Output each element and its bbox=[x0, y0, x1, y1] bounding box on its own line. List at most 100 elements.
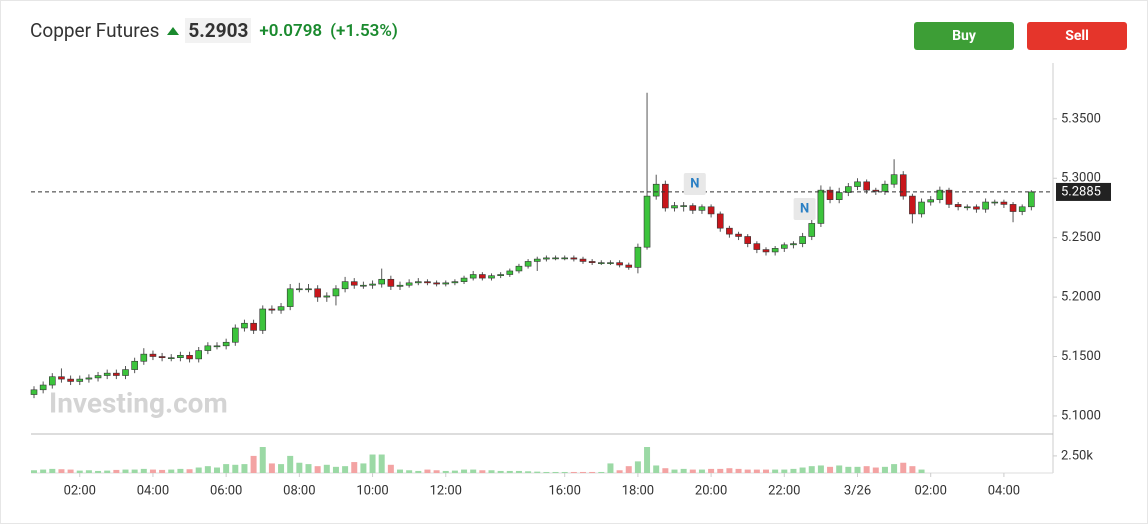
candle-body bbox=[250, 322, 257, 331]
volume-bar bbox=[735, 468, 742, 473]
candle-body bbox=[918, 201, 925, 215]
candle-body bbox=[378, 278, 386, 285]
candle-body bbox=[680, 205, 687, 207]
volume-bar bbox=[909, 466, 916, 473]
candle-body bbox=[222, 341, 230, 347]
volume-bar bbox=[397, 469, 403, 473]
y-tick-label: 5.3000 bbox=[1061, 171, 1101, 186]
candle-body bbox=[726, 227, 733, 235]
volume-bar bbox=[671, 469, 678, 473]
candle-body bbox=[597, 262, 605, 264]
candle-body bbox=[845, 186, 852, 193]
volume-bar bbox=[31, 470, 37, 473]
x-tick-label: 02:00 bbox=[64, 483, 96, 498]
volume-bar bbox=[204, 466, 211, 473]
volume-bar bbox=[369, 454, 376, 473]
candle-body bbox=[753, 243, 761, 250]
candle-body bbox=[945, 189, 953, 205]
watermark: Investing.com bbox=[49, 386, 228, 419]
volume-bar bbox=[442, 470, 449, 473]
news-marker-label: N bbox=[800, 201, 809, 216]
volume-bar bbox=[296, 462, 303, 473]
volume-bar bbox=[570, 471, 577, 473]
volume-bar bbox=[149, 469, 156, 473]
price: 5.2903 bbox=[185, 18, 252, 43]
volume-bar bbox=[342, 466, 349, 473]
x-tick-label: 12:00 bbox=[430, 483, 462, 498]
candle-body bbox=[515, 265, 523, 272]
volume-bar bbox=[827, 466, 834, 473]
candle-body bbox=[643, 195, 651, 248]
candle-body bbox=[405, 282, 413, 286]
volume-bar bbox=[561, 471, 568, 473]
volume-bar bbox=[360, 463, 367, 473]
volume-bar bbox=[287, 455, 294, 473]
volume-bar bbox=[424, 469, 431, 473]
x-tick-label: 20:00 bbox=[695, 483, 727, 498]
volume-bar bbox=[85, 470, 92, 473]
candle-body bbox=[579, 258, 587, 262]
volume-bar bbox=[95, 470, 102, 473]
volume-bar bbox=[534, 471, 541, 473]
volume-bar bbox=[305, 464, 312, 473]
candle-body bbox=[735, 233, 742, 237]
candle-body bbox=[616, 262, 623, 266]
x-tick-label: 04:00 bbox=[988, 483, 1020, 498]
sell-button[interactable]: Sell bbox=[1027, 22, 1127, 50]
volume-bar bbox=[772, 469, 779, 473]
candle-body bbox=[67, 378, 74, 382]
volume-bar bbox=[186, 469, 193, 473]
volume-bar bbox=[104, 470, 111, 473]
volume-bar bbox=[616, 470, 623, 473]
volume-bar bbox=[250, 455, 257, 473]
candle-body bbox=[369, 283, 376, 286]
volume-bar bbox=[67, 469, 74, 473]
candle-body bbox=[58, 376, 65, 380]
candle-body bbox=[543, 257, 550, 260]
candle-body bbox=[94, 375, 102, 379]
candle-body bbox=[881, 183, 889, 192]
volume-bar bbox=[918, 469, 925, 473]
volume-bar bbox=[168, 469, 175, 473]
candle-body bbox=[158, 356, 166, 359]
volume-bar bbox=[406, 470, 413, 473]
up-arrow bbox=[167, 26, 180, 35]
candle-body bbox=[890, 174, 898, 185]
candle-body bbox=[973, 206, 980, 210]
volume-bar bbox=[717, 468, 724, 473]
candle-body bbox=[113, 372, 120, 376]
volume-bar bbox=[314, 466, 321, 473]
candle-body bbox=[350, 281, 358, 286]
volume-bar bbox=[378, 454, 385, 473]
candle-body bbox=[460, 277, 468, 282]
last-price-label: 5.2885 bbox=[1061, 184, 1101, 199]
volume-bar bbox=[232, 464, 239, 473]
volume-bar bbox=[799, 467, 806, 473]
volume-bar bbox=[854, 466, 861, 473]
volume-bar bbox=[891, 464, 898, 473]
volume-bar bbox=[698, 469, 705, 473]
candle-body bbox=[524, 261, 532, 267]
volume-bar bbox=[195, 467, 202, 473]
candle-body bbox=[277, 306, 285, 311]
volume-bar bbox=[653, 465, 660, 473]
volume-bar bbox=[680, 468, 687, 473]
candle-body bbox=[314, 288, 321, 298]
buy-button[interactable]: Buy bbox=[914, 22, 1014, 50]
candle-body bbox=[954, 204, 962, 208]
x-tick-label: 18:00 bbox=[622, 483, 654, 498]
volume-tick-label: 2.50k bbox=[1061, 448, 1093, 463]
volume-bar bbox=[808, 466, 815, 473]
volume-bar bbox=[900, 462, 907, 473]
volume-bar bbox=[387, 464, 394, 473]
volume-bar bbox=[744, 469, 751, 473]
candle-body bbox=[85, 377, 93, 380]
volume-bar bbox=[763, 469, 769, 473]
x-tick-label: 3/26 bbox=[844, 483, 871, 498]
candle-body bbox=[533, 258, 541, 262]
volume-bar bbox=[552, 471, 559, 473]
candle-body bbox=[854, 181, 861, 187]
candle-body bbox=[872, 189, 880, 192]
